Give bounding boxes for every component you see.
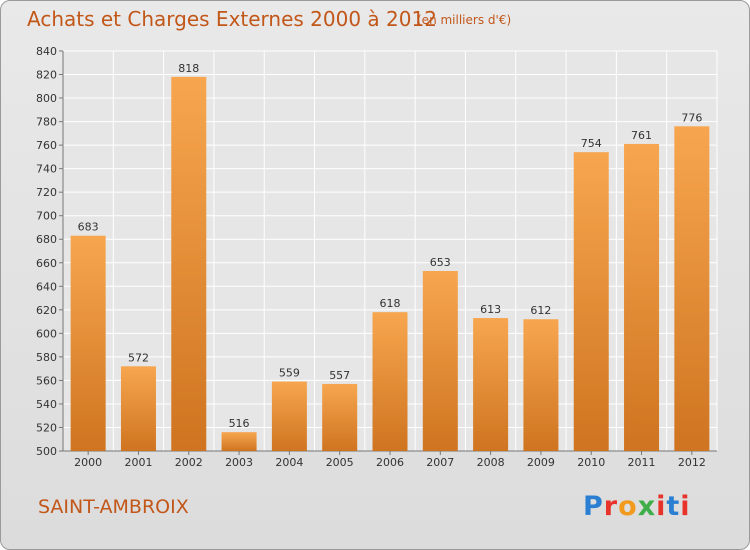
y-tick-label: 600 — [36, 327, 57, 340]
bar-2002 — [171, 76, 207, 451]
x-tick-label: 2000 — [74, 456, 102, 469]
y-tick-label: 820 — [36, 69, 57, 82]
data-label: 761 — [631, 129, 652, 142]
data-label: 572 — [128, 351, 149, 364]
bar-2006 — [372, 312, 408, 451]
x-tick-label: 2006 — [376, 456, 404, 469]
bar-2008 — [473, 318, 509, 451]
data-label: 776 — [681, 111, 702, 124]
y-tick-label: 540 — [36, 398, 57, 411]
x-tick-label: 2005 — [326, 456, 354, 469]
commune-name: SAINT-AMBROIX — [38, 496, 189, 518]
data-label: 559 — [279, 367, 300, 380]
bars — [70, 76, 710, 452]
data-label: 818 — [178, 62, 199, 75]
bar-2000 — [70, 235, 106, 451]
data-label: 754 — [581, 137, 602, 150]
data-label: 613 — [480, 303, 501, 316]
x-tick-label: 2004 — [275, 456, 303, 469]
y-tick-label: 560 — [36, 374, 57, 387]
bar-2005 — [322, 383, 358, 451]
y-tick-label: 760 — [36, 139, 57, 152]
bar-2007 — [422, 271, 458, 451]
y-tick-label: 660 — [36, 257, 57, 270]
data-label: 618 — [380, 297, 401, 310]
y-tick-label: 740 — [36, 163, 57, 176]
x-tick-label: 2007 — [426, 456, 454, 469]
x-tick-label: 2002 — [175, 456, 203, 469]
data-label: 653 — [430, 256, 451, 269]
y-tick-label: 620 — [36, 304, 57, 317]
bar-2004 — [271, 381, 307, 451]
x-tick-label: 2008 — [477, 456, 505, 469]
bar-2010 — [573, 152, 609, 452]
data-label: 612 — [530, 304, 551, 317]
y-tick-label: 500 — [36, 445, 57, 458]
y-tick-label: 640 — [36, 280, 57, 293]
y-tick-label: 580 — [36, 351, 57, 364]
y-tick-label: 780 — [36, 116, 57, 129]
y-tick-label: 680 — [36, 233, 57, 246]
tick-labels: 500 520 540 560 580 600 620 640 660 680 700 720 740 7… — [36, 45, 706, 469]
x-tick-label: 2010 — [577, 456, 605, 469]
bar-2001 — [120, 366, 156, 451]
x-tick-label: 2003 — [225, 456, 253, 469]
y-tick-label: 700 — [36, 210, 57, 223]
y-tick-label: 520 — [36, 421, 57, 434]
data-label: 683 — [78, 221, 99, 234]
y-tick-label: 840 — [36, 45, 57, 58]
bar-2011 — [624, 143, 660, 452]
proxiti-logo[interactable]: Proxiti — [583, 491, 691, 522]
bar-2009 — [523, 319, 559, 451]
x-tick-label: 2011 — [628, 456, 656, 469]
bar-2003 — [221, 432, 257, 451]
chart-subtitle: (en milliers d'€) — [417, 13, 512, 27]
x-tick-label: 2012 — [678, 456, 706, 469]
y-tick-label: 800 — [36, 92, 57, 105]
bar-2012 — [674, 126, 710, 451]
chart-title: Achats et Charges Externes 2000 à 2012 — [27, 7, 437, 31]
x-tick-label: 2001 — [124, 456, 152, 469]
data-label: 557 — [329, 369, 350, 382]
data-labels: 683 572 818 516 559 557 618 653 613 612 754 761 776 — [78, 62, 703, 430]
data-label: 516 — [229, 417, 250, 430]
x-tick-label: 2009 — [527, 456, 555, 469]
y-tick-label: 720 — [36, 186, 57, 199]
